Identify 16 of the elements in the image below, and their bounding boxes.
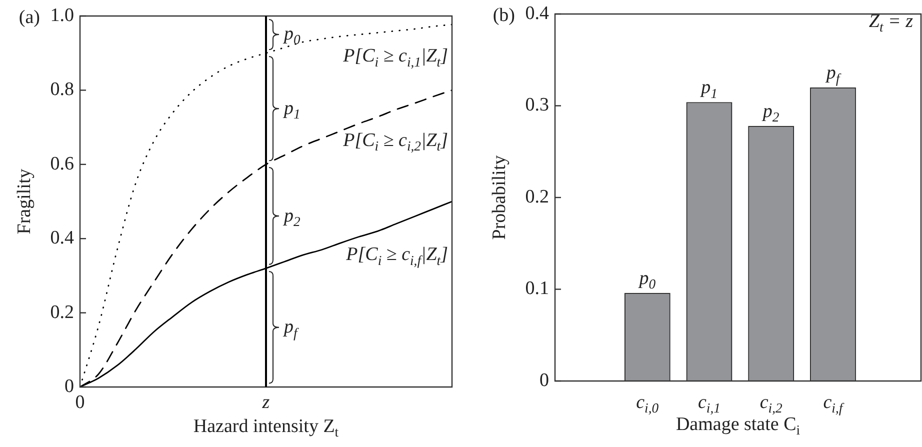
y-tick-label: 0.2 [50,302,74,323]
y-axis-title: Probability [488,154,510,240]
text: (a) [18,6,40,28]
y-tick-label: 0.1 [525,278,549,300]
y-tick-label: 0.6 [50,153,74,174]
text: (b) [492,4,515,26]
y-tick-label: 0.8 [50,79,74,100]
y-tick-label: 0.4 [50,228,74,249]
y-tick-label: 0.2 [525,186,549,208]
y-tick-label: 0 [64,376,74,397]
y-tick-label: 1.0 [50,4,74,26]
y-tick-label: 0.3 [525,94,549,116]
x-tick-label: z [261,392,270,413]
y-tick-label: 0 [540,370,549,391]
y-axis-title: Fragility [14,168,35,234]
y-tick-label: 0.4 [525,2,550,24]
